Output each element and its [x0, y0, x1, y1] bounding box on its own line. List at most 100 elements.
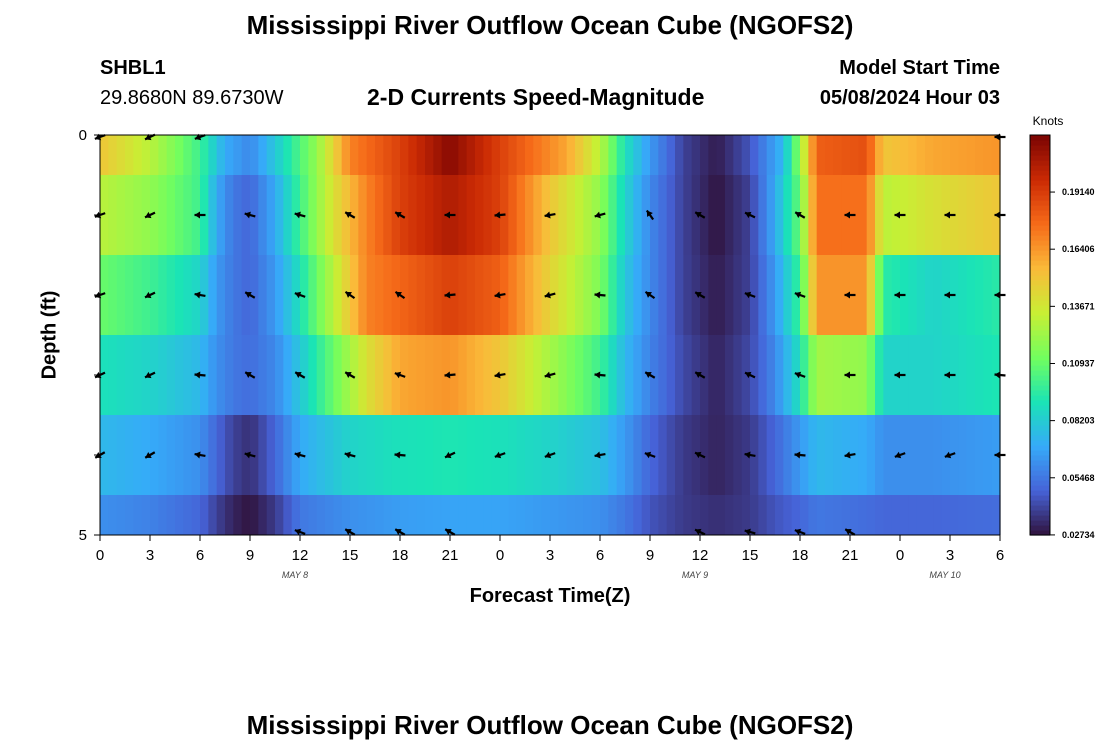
colorbar-swatch — [1030, 135, 1050, 141]
heatmap-cell — [358, 415, 368, 495]
heatmap-cell — [716, 175, 726, 255]
heatmap-cell — [616, 495, 626, 535]
y-axis-label: Depth (ft) — [38, 290, 61, 380]
heatmap-cell — [458, 415, 468, 495]
heatmap-cell — [475, 495, 484, 535]
heatmap-cell — [958, 135, 968, 175]
heatmap-cell — [316, 175, 326, 255]
heatmap-cell — [141, 175, 151, 255]
heatmap-cell — [925, 415, 934, 495]
heatmap-cell — [258, 175, 268, 255]
colorbar-swatch — [1030, 465, 1050, 471]
current-vector — [894, 211, 906, 219]
heatmap-cell — [700, 415, 709, 495]
heatmap-cell — [208, 175, 218, 255]
heatmap-cell — [925, 255, 934, 335]
heatmap-cell — [508, 495, 518, 535]
colorbar-swatch — [1030, 140, 1050, 146]
current-vector — [544, 291, 556, 299]
heatmap-cell — [366, 495, 376, 535]
heatmap-cell — [416, 135, 426, 175]
heatmap-cell — [266, 495, 276, 535]
heatmap-cell — [966, 135, 976, 175]
heatmap-cell — [650, 335, 659, 415]
heatmap-cell — [433, 335, 443, 415]
colorbar-swatch — [1030, 415, 1050, 421]
heatmap-cell — [625, 335, 634, 415]
vector-head — [894, 291, 900, 299]
current-vector — [594, 371, 606, 379]
current-vector — [844, 528, 856, 536]
heatmap-cell — [141, 135, 151, 175]
heatmap-cell — [491, 135, 501, 175]
heatmap-cell — [758, 335, 768, 415]
heatmap-cell — [783, 415, 793, 495]
vector-head — [194, 133, 202, 141]
current-vector — [194, 211, 206, 219]
heatmap-cells — [100, 135, 1001, 535]
heatmap-cell — [350, 335, 359, 415]
heatmap-cell — [866, 335, 876, 415]
heatmap-cell — [158, 495, 168, 535]
vector-head — [894, 371, 900, 379]
heatmap-cell — [225, 415, 234, 495]
heatmap-cell — [333, 175, 343, 255]
heatmap-cell — [725, 335, 734, 415]
heatmap-cell — [600, 175, 609, 255]
heatmap-cell — [658, 415, 668, 495]
vector-head — [445, 528, 452, 536]
heatmap-cell — [658, 495, 668, 535]
heatmap-cell — [808, 415, 818, 495]
heatmap-cell — [175, 135, 184, 175]
colorbar-swatch — [1030, 200, 1050, 206]
heatmap-cell — [383, 415, 393, 495]
vector-head — [695, 371, 702, 379]
heatmap-cell — [616, 335, 626, 415]
heatmap-cell — [858, 335, 868, 415]
heatmap-cell — [100, 175, 109, 255]
current-vector — [894, 451, 906, 459]
colorbar-swatch — [1030, 290, 1050, 296]
x-tick-label: 15 — [742, 547, 759, 564]
heatmap-cell — [575, 255, 584, 335]
heatmap-cell — [466, 135, 476, 175]
colorbar-swatch — [1030, 150, 1050, 156]
heatmap-cell — [633, 415, 643, 495]
heatmap-cell — [566, 255, 576, 335]
heatmap-cell — [550, 495, 559, 535]
heatmap-cell — [133, 335, 143, 415]
current-vector — [194, 451, 206, 459]
heatmap-cell — [158, 135, 168, 175]
heatmap-cell — [891, 415, 901, 495]
colorbar-swatch — [1030, 285, 1050, 291]
heatmap-cell — [466, 255, 476, 335]
heatmap-cell — [225, 135, 234, 175]
heatmap-cell — [883, 495, 893, 535]
vector-head — [845, 528, 852, 536]
heatmap-cell — [925, 175, 934, 255]
heatmap-cell — [416, 415, 426, 495]
vector-head — [344, 451, 351, 459]
heatmap-cell — [550, 415, 559, 495]
heatmap-cell — [425, 415, 434, 495]
heatmap-cell — [666, 335, 676, 415]
colorbar-swatch — [1030, 235, 1050, 241]
heatmap-cell — [450, 135, 459, 175]
heatmap-cell — [366, 255, 376, 335]
heatmap-cell — [216, 255, 226, 335]
x-tick-label: 0 — [96, 547, 104, 564]
heatmap-cell — [608, 335, 618, 415]
heatmap-cell — [725, 175, 734, 255]
date-label: MAY 8 — [282, 570, 308, 580]
heatmap-cell — [750, 135, 759, 175]
heatmap-cell — [408, 335, 418, 415]
vector-head — [494, 371, 501, 379]
colorbar-swatch — [1030, 205, 1050, 211]
colorbar-swatch — [1030, 470, 1050, 476]
heatmap-cell — [366, 335, 376, 415]
heatmap-cell — [700, 335, 709, 415]
vector-head — [295, 371, 302, 379]
current-vector — [694, 291, 706, 299]
x-axis: 0 3 6 9 12 15 18 21 0 3 6 9 12 15 18 21 0 3 6 MAY 8 MAY 9 MAY… — [96, 535, 1004, 580]
colorbar-swatch — [1030, 420, 1050, 426]
